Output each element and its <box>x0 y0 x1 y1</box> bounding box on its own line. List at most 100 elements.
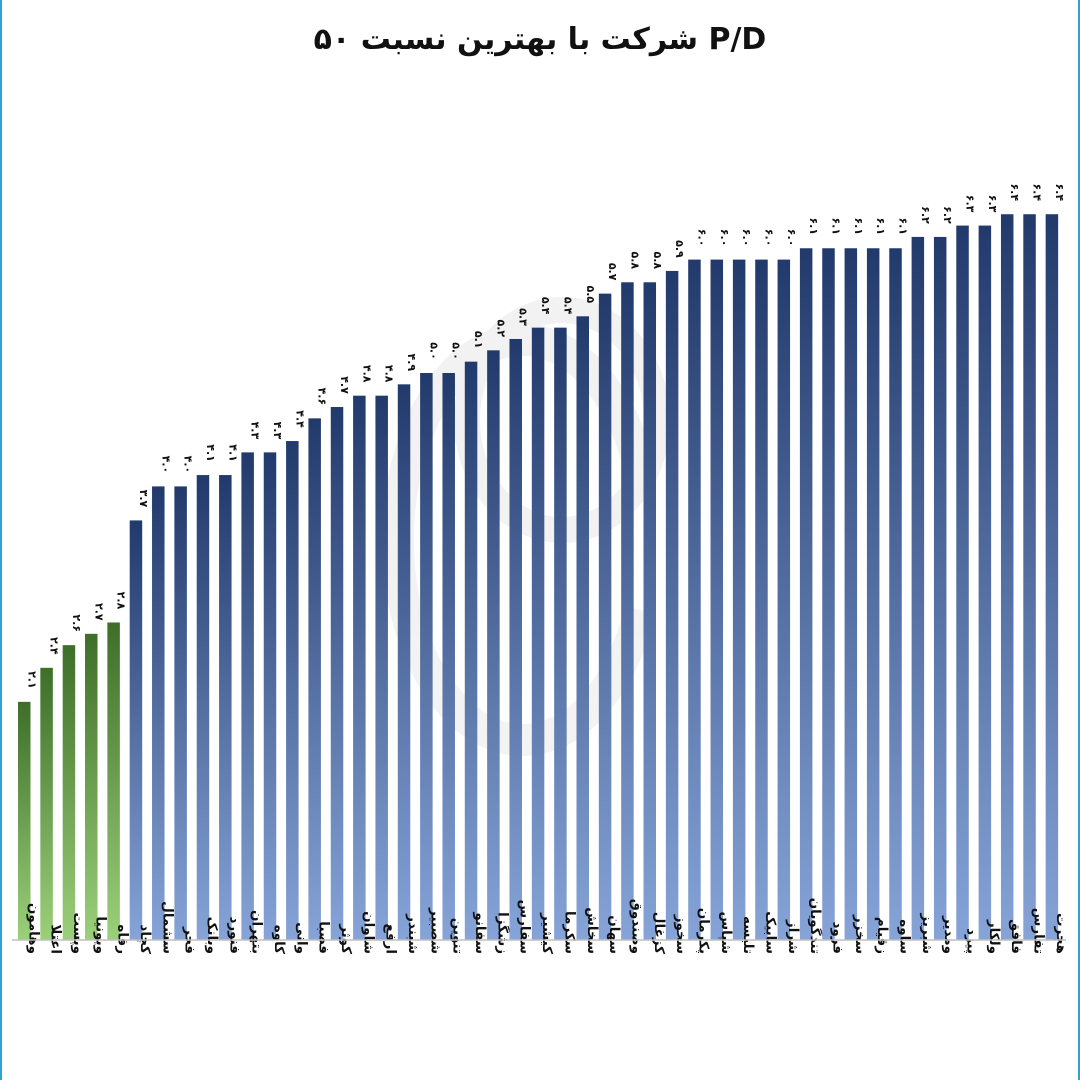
bar-20 <box>442 373 455 940</box>
bar-1 <box>18 701 31 940</box>
category-label-20: تنوین <box>450 918 466 954</box>
value-label-45: ۶.۴ <box>1008 183 1021 201</box>
value-label-3: ۲.۶ <box>70 614 83 632</box>
bar-37 <box>822 248 835 940</box>
bar-9 <box>196 475 210 940</box>
value-label-39: ۶.۱ <box>874 217 887 235</box>
bar-38 <box>844 248 858 940</box>
bar-36 <box>799 248 813 940</box>
value-label-11: ۴.۳ <box>249 422 262 440</box>
category-label-39: زقیام <box>874 917 890 954</box>
value-label-27: ۵.۷ <box>606 263 619 281</box>
category-label-34: سابیک <box>762 911 778 954</box>
bar-11 <box>241 452 254 940</box>
bar-12 <box>263 452 277 940</box>
value-label-1: ۲.۱ <box>25 671 38 689</box>
value-label-29: ۵.۸ <box>651 251 664 269</box>
bar-18 <box>397 384 411 941</box>
value-label-30: ۵.۹ <box>673 240 686 258</box>
category-label-15: کوثر <box>338 923 354 954</box>
value-label-24: ۵.۴ <box>539 297 552 315</box>
category-label-16: شاوان <box>360 911 376 954</box>
value-label-4: ۲.۷ <box>92 603 105 621</box>
value-label-47: ۶.۴ <box>1053 183 1066 201</box>
bar-16 <box>353 395 366 940</box>
value-label-14: ۴.۶ <box>316 388 329 406</box>
value-label-41: ۶.۲ <box>919 206 932 224</box>
category-label-9: وبانک <box>204 917 220 954</box>
bar-40 <box>889 248 902 940</box>
bar-31 <box>688 259 701 941</box>
value-label-19: ۵.۰ <box>427 342 440 360</box>
value-label-7: ۴.۰ <box>159 456 172 474</box>
category-label-22: زشگزا <box>494 912 511 954</box>
category-label-25: سکرما <box>561 911 577 954</box>
value-label-28: ۵.۸ <box>628 251 641 269</box>
bar-17 <box>375 395 388 940</box>
bar-46 <box>1023 214 1036 941</box>
value-label-10: ۴.۱ <box>226 444 239 462</box>
bar-42 <box>933 236 947 941</box>
value-label-46: ۶.۴ <box>1031 183 1044 201</box>
category-label-29: کزغال <box>651 912 667 954</box>
value-label-21: ۵.۱ <box>472 331 485 349</box>
value-label-32: ۶.۰ <box>718 229 731 247</box>
bar-22 <box>487 350 500 940</box>
bar-43 <box>956 225 969 940</box>
bar-32 <box>710 259 724 941</box>
value-label-40: ۶.۱ <box>897 217 910 235</box>
category-label-2: اعتلا <box>48 924 64 954</box>
bar-6 <box>129 520 143 940</box>
bar-23 <box>509 338 522 941</box>
value-label-33: ۶.۰ <box>740 229 753 247</box>
category-label-33: تلیسه <box>740 916 756 954</box>
bar-14 <box>308 418 321 940</box>
value-label-34: ۶.۰ <box>762 229 775 247</box>
bar-35 <box>777 259 791 941</box>
category-label-30: سخوز <box>673 914 689 954</box>
category-label-45: فافق <box>1008 919 1024 954</box>
category-label-41: شبریز <box>919 912 935 954</box>
bar-15 <box>330 407 344 940</box>
category-label-5: رفاه <box>115 924 131 954</box>
value-label-6: ۳.۷ <box>137 490 150 508</box>
value-label-5: ۲.۸ <box>115 592 128 610</box>
category-label-21: سفانو <box>472 911 488 954</box>
bar-29 <box>643 282 657 940</box>
value-label-12: ۴.۳ <box>271 422 284 440</box>
value-label-26: ۵.۵ <box>584 285 597 303</box>
bar-45 <box>1000 214 1014 941</box>
value-label-18: ۴.۹ <box>405 354 418 372</box>
bar-27 <box>598 293 612 940</box>
category-label-35: شراز <box>785 919 801 954</box>
bar-21 <box>464 361 478 940</box>
category-label-42: ومدیر <box>941 915 957 954</box>
category-label-38: سخزر <box>852 914 868 954</box>
bar-26 <box>576 316 589 940</box>
value-label-36: ۶.۱ <box>807 217 820 235</box>
value-label-13: ۴.۴ <box>293 410 306 428</box>
category-label-40: ساوه <box>897 919 913 954</box>
value-label-20: ۵.۰ <box>450 342 463 360</box>
value-label-38: ۶.۱ <box>852 217 865 235</box>
left-edge-line <box>0 0 2 1080</box>
bar-13 <box>286 441 299 940</box>
category-label-19: شصبیر <box>427 907 443 954</box>
bar-5 <box>107 622 120 940</box>
category-label-18: شبندر <box>405 913 421 954</box>
bar-28 <box>621 282 634 940</box>
bar-39 <box>866 248 880 940</box>
category-label-3: وپست <box>70 913 86 955</box>
category-label-37: فرود <box>829 921 845 954</box>
value-label-42: ۶.۲ <box>941 206 954 224</box>
category-label-44: ولکار <box>986 919 1002 954</box>
watermark-logo <box>381 297 670 756</box>
bar-44 <box>978 225 992 940</box>
value-label-23: ۵.۳ <box>517 308 530 326</box>
chart-title: ۵۰ شرکت با بهترین نسبت P/D <box>313 22 767 57</box>
value-label-25: ۵.۴ <box>561 297 574 315</box>
bar-4 <box>85 633 98 940</box>
category-label-13: وانی <box>293 922 309 954</box>
